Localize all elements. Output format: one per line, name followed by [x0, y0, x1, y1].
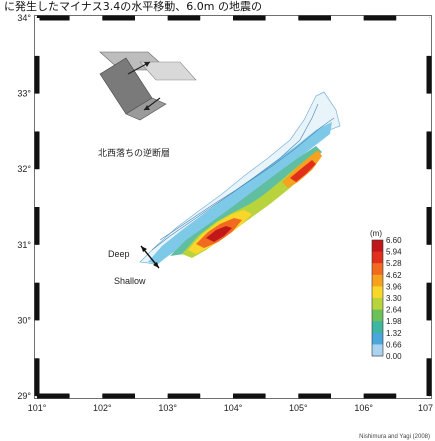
latitude-label: 29°: [17, 391, 31, 401]
depth-arrowhead-deep: [141, 246, 147, 252]
colorbar-value: 1.32: [386, 329, 402, 338]
caption-text: に発生したマイナス3.4の水平移動、6.0m の地震の: [4, 0, 262, 13]
slip-colorbar: 6.60 5.94 5.28 4.62 3.96 3.30 2.64 1.98 1.32 0.66…: [371, 236, 402, 361]
longitude-label: 101°: [28, 403, 47, 413]
slip-peak: [206, 226, 232, 242]
frame-dashes: [34, 15, 432, 399]
latitude-label: 34°: [17, 13, 31, 23]
depth-indicator: [140, 245, 160, 269]
colorbar-swatch: [372, 309, 383, 322]
colorbar-outline: [371, 239, 384, 357]
colorbar-value: 3.30: [386, 294, 402, 303]
depth-arrowhead-shallow: [153, 262, 159, 268]
slip-secondary-core: [290, 160, 316, 182]
fault-type-note: 北西落ちの逆断層: [98, 147, 170, 159]
latitude-labels: 34° 33° 32° 31° 30° 29°: [17, 13, 31, 401]
colorbar-value: 5.28: [386, 259, 402, 268]
colorbar-swatch: [372, 251, 383, 264]
fault-block-top-right: [139, 61, 197, 81]
longitude-labels: 101° 102° 103° 104° 105° 106° 107: [28, 403, 433, 413]
colorbar-swatch: [372, 263, 383, 276]
fault-arrowhead-down: [144, 105, 150, 110]
colorbar-value: 1.98: [386, 317, 402, 326]
colorbar-swatch: [372, 321, 383, 334]
colorbar-swatch: [372, 274, 383, 287]
colorbar-swatch: [372, 344, 383, 357]
frame-outline: [34, 15, 432, 399]
longitude-label: 106°: [354, 403, 373, 413]
longitude-label: 104°: [224, 403, 243, 413]
longitude-label: 103°: [158, 403, 177, 413]
colorbar-value: 6.60: [386, 236, 402, 245]
latitude-label: 32°: [17, 164, 31, 174]
colorbar-value: 3.96: [386, 282, 402, 291]
latitude-label: 31°: [17, 240, 31, 250]
slip-band-low: [148, 122, 332, 264]
fault-arrowhead-up: [144, 62, 150, 67]
longitude-label: 102°: [93, 403, 112, 413]
slip-patch: [139, 91, 341, 265]
colorbar-swatch: [372, 332, 383, 345]
shallow-label: Shallow: [114, 276, 146, 286]
latitude-label: 30°: [17, 315, 31, 325]
colorbar-value: 0.00: [386, 352, 402, 361]
fault-schematic: [99, 51, 197, 121]
colorbar-value: 4.62: [386, 271, 402, 280]
longitude-label: 105°: [289, 403, 308, 413]
colorbar-swatch: [372, 240, 383, 252]
longitude-label: 107: [418, 403, 433, 413]
colorbar-value: 5.94: [386, 248, 402, 257]
colorbar-swatch: [372, 286, 383, 299]
colorbar-unit: (m): [370, 229, 382, 238]
source-credit: Nishimura and Yagi (2008): [359, 434, 430, 440]
deep-label: Deep: [108, 249, 130, 259]
contour-line-a: [151, 117, 335, 251]
colorbar-value: 2.64: [386, 306, 402, 315]
colorbar-value: 0.66: [386, 340, 402, 349]
latitude-label: 33°: [17, 89, 31, 99]
colorbar-swatch: [372, 298, 383, 310]
contour-line-b: [159, 103, 319, 241]
